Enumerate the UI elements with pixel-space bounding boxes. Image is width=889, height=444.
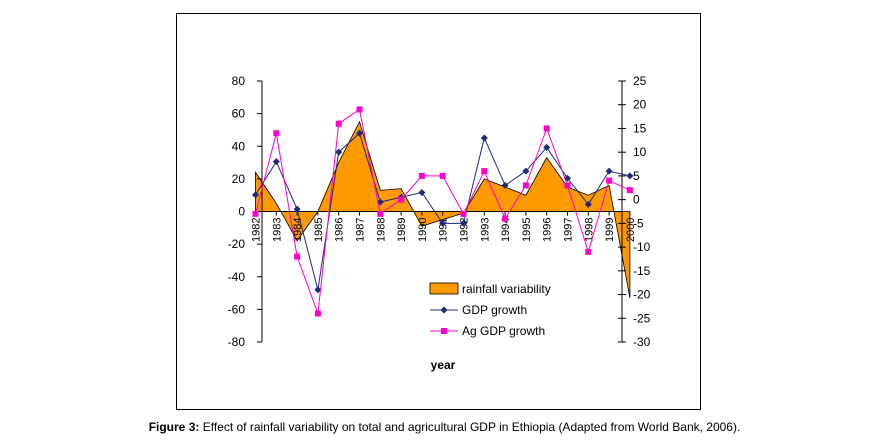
ag-gdp-growth-point [356,106,363,113]
gdp-growth-point [501,181,509,189]
x-tick-label: 1993 [479,218,491,242]
right-y-tick-label: -15 [633,264,651,278]
legend-label-rainfall-variability: rainfall variability [462,282,551,296]
left-y-tick-label: 20 [232,172,246,186]
ag-gdp-growth-point [335,120,342,127]
x-tick-label: 1983 [271,218,283,242]
ag-gdp-growth-point [314,310,321,317]
right-y-tick-label: -25 [633,311,651,325]
gdp-growth-point [439,219,447,227]
left-y-tick-label: 80 [232,74,246,88]
x-tick-label: 1989 [396,218,408,242]
right-y-tick-label: 0 [633,193,640,207]
gdp-growth-point [293,205,301,213]
right-y-tick-label: 20 [633,98,647,112]
ag-gdp-growth-point [585,248,592,255]
gdp-growth-point [272,158,280,166]
gdp-growth-point [584,200,592,208]
ag-gdp-growth-point [564,182,571,189]
gdp-growth-point [356,129,363,137]
ag-gdp-growth-point [502,215,509,222]
left-y-tick-label: 0 [238,205,245,219]
legend-marker-ag-gdp-growth [441,328,447,334]
x-tick-label: 1990 [417,218,429,242]
left-y-tick-label: -40 [228,270,246,284]
figure-caption-label: Figure 3: [148,420,200,434]
x-axis-label: year [431,358,456,372]
x-tick-label: 1988 [375,218,387,242]
rainfall-variability-area [255,120,631,299]
ag-gdp-growth-point [377,210,384,217]
gdp-growth-point [522,167,530,175]
ag-gdp-growth-point [294,253,301,260]
legend-marker-gdp-growth [440,306,448,314]
figure-caption: Figure 3: Effect of rainfall variability… [0,420,889,434]
ag-gdp-growth-point [252,210,259,217]
rainfall-area-layer [255,120,631,299]
ag-gdp-growth-point [439,172,446,179]
right-y-tick-label: -10 [633,240,651,254]
ag-gdp-growth-point [273,130,280,137]
x-tick-label: 1996 [542,218,554,242]
ag-gdp-growth-point [606,177,613,184]
x-tick-label: 1986 [334,218,346,242]
x-tick-label: 1994 [500,217,512,241]
x-tick-label: 2000 [625,218,637,242]
line-series-layer [252,106,634,317]
right-y-tick-label: 10 [633,145,647,159]
legend-label-gdp-growth: GDP growth [462,303,527,317]
gdp-growth-point [314,286,322,294]
right-y-tick-label: 5 [633,169,640,183]
left-y-tick-label: 40 [232,139,246,153]
legend: rainfall variability GDP growth Ag GDP gro… [429,282,551,338]
right-y-tick-label: 25 [633,74,647,88]
x-tick-label: 1997 [563,218,575,242]
left-y-tick-label: -60 [228,302,246,316]
gdp-growth-point [418,189,426,197]
figure-caption-text: Effect of rainfall variability on total … [199,420,741,434]
ag-gdp-growth-point [398,196,405,203]
axes-layer: 80 60 40 20 0 -20 -40 -60 -80 25 20 15 10 5 0 -5 -10 -15 -… [228,74,651,349]
legend-swatch-rainfall-variability [429,282,459,295]
right-y-tick-label: -5 [633,216,644,230]
ag-gdp-growth-point [418,172,425,179]
x-tick-label: 1998 [583,218,595,242]
legend-label-ag-gdp-growth: Ag GDP growth [462,324,545,338]
x-tick-label: 1982 [251,218,263,242]
x-tick-label: 1999 [604,218,616,242]
x-tick-label: 1987 [355,218,367,242]
right-y-tick-label: -20 [633,288,651,302]
left-y-tick-label: -20 [228,237,246,251]
gdp-growth-point [335,148,343,156]
ag-gdp-growth-point [522,182,529,189]
x-tick-label: 1985 [313,218,325,242]
right-y-tick-label: -30 [633,335,651,349]
gdp-growth-point [252,191,259,199]
ag-gdp-growth-point [543,125,550,132]
gdp-growth-point [480,134,488,142]
left-y-tick-label: -80 [228,335,246,349]
left-y-tick-label: 60 [232,107,246,121]
gdp-growth-point [605,167,613,175]
gdp-growth-point [626,172,634,180]
right-y-tick-label: 15 [633,121,647,135]
ag-gdp-growth-point [626,187,633,194]
ag-gdp-growth-point [481,168,488,175]
gdp-growth-point [543,143,551,151]
gdp-growth-point [460,219,467,227]
ag-gdp-growth-point [460,210,467,217]
x-tick-label: 1995 [521,218,533,242]
